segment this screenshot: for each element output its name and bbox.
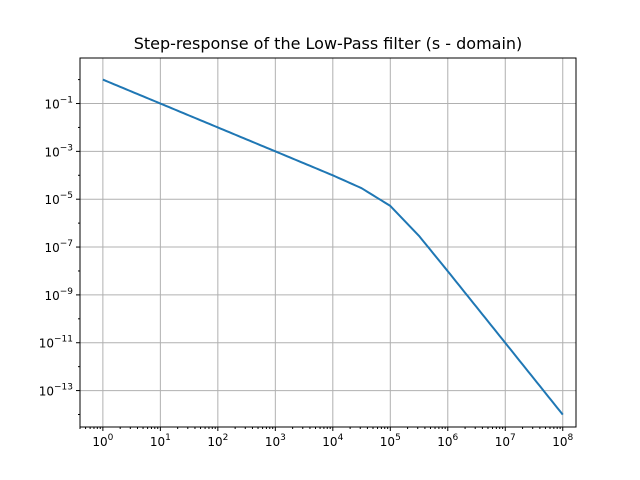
tick-label-base: 10 <box>265 435 280 449</box>
tick-label-base: 10 <box>44 145 59 159</box>
tick-label-exponent: 0 <box>108 433 114 443</box>
y-tick-label: 10−7 <box>44 239 73 255</box>
tick-label-exponent: 4 <box>338 433 344 443</box>
y-tick-label: 10−3 <box>44 143 73 159</box>
tick-label-base: 10 <box>44 289 59 303</box>
tick-label-base: 10 <box>552 435 567 449</box>
x-tick-label: 107 <box>495 433 516 449</box>
tick-label-base: 10 <box>39 337 54 351</box>
x-tick-label: 106 <box>437 433 458 449</box>
x-tick-label: 101 <box>150 433 171 449</box>
tick-label-exponent: 6 <box>453 433 459 443</box>
y-tick-label: 10−11 <box>39 335 73 351</box>
plot-area-frame <box>79 57 577 428</box>
ticks <box>76 79 564 431</box>
tick-label-base: 10 <box>380 435 395 449</box>
tick-label-base: 10 <box>39 385 54 399</box>
tick-label-base: 10 <box>322 435 337 449</box>
tick-label-base: 10 <box>44 98 59 112</box>
tick-label-exponent: 8 <box>568 433 574 443</box>
tick-label-exponent: −11 <box>54 335 73 345</box>
tick-label-exponent: 5 <box>395 433 401 443</box>
tick-label-exponent: 1 <box>165 433 171 443</box>
x-tick-label: 100 <box>92 433 113 449</box>
tick-label-exponent: 2 <box>223 433 229 443</box>
x-tick-label: 104 <box>322 433 343 449</box>
tick-label-exponent: −9 <box>60 287 74 297</box>
chart-title: Step-response of the Low-Pass filter (s … <box>134 34 523 53</box>
tick-labels: 100 101 102 103 104 105 106 107 10810−110−310−51… <box>39 96 574 449</box>
tick-label-exponent: −13 <box>54 383 73 393</box>
tick-label-exponent: −3 <box>60 143 73 153</box>
tick-label-exponent: 7 <box>510 433 516 443</box>
series-line <box>102 78 564 416</box>
tick-label-base: 10 <box>92 435 107 449</box>
series-layer <box>102 78 564 416</box>
x-tick-label: 102 <box>207 433 228 449</box>
y-tick-label: 10−1 <box>44 96 73 112</box>
tick-label-base: 10 <box>437 435 452 449</box>
tick-label-base: 10 <box>44 241 59 255</box>
y-tick-label: 10−9 <box>44 287 73 303</box>
tick-label-base: 10 <box>150 435 165 449</box>
tick-label-exponent: 3 <box>280 433 286 443</box>
x-tick-label: 103 <box>265 433 286 449</box>
y-tick-label: 10−5 <box>44 191 73 207</box>
grid <box>80 58 576 427</box>
y-tick-label: 10−13 <box>39 383 73 399</box>
tick-label-exponent: −5 <box>60 191 73 201</box>
tick-label-base: 10 <box>44 193 59 207</box>
tick-label-exponent: −1 <box>60 96 73 106</box>
x-tick-label: 105 <box>380 433 401 449</box>
tick-label-base: 10 <box>495 435 510 449</box>
tick-label-exponent: −7 <box>60 239 73 249</box>
tick-label-base: 10 <box>207 435 222 449</box>
x-tick-label: 108 <box>552 433 573 449</box>
